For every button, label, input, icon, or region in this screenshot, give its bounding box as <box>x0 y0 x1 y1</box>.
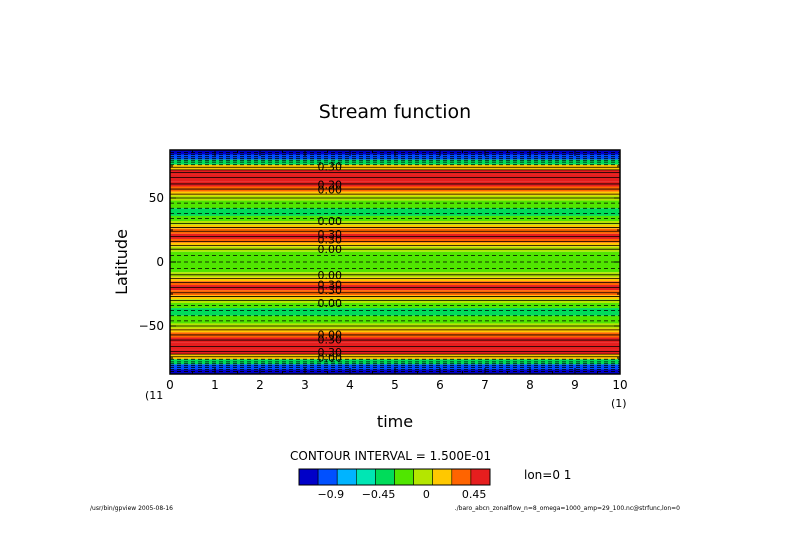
colorbar-frame <box>298 468 491 486</box>
x-tick-label: 1 <box>211 378 219 392</box>
colorbar-tick-label: −0.9 <box>317 488 344 501</box>
color-band <box>170 281 620 286</box>
contour-label: 0.30 <box>318 346 343 359</box>
y-tick-label: −50 <box>139 319 164 333</box>
x-tick-label: 8 <box>526 378 534 392</box>
x-tick-label: 6 <box>436 378 444 392</box>
colorbar-swatch <box>355 468 376 486</box>
contour-label: 0.30 <box>318 228 343 241</box>
x-axis-right-unit: (1) <box>611 397 627 410</box>
colorbar-tick-label: −0.45 <box>362 488 396 501</box>
color-band <box>170 174 620 182</box>
x-tick-label: 0 <box>166 378 174 392</box>
color-band <box>170 221 620 225</box>
x-axis-ticks: 0 1 2 3 4 5 6 7 8 9 10 <box>166 150 628 392</box>
colorbar-swatch <box>298 468 319 486</box>
color-band <box>170 154 620 160</box>
contour-label: 0.00 <box>318 243 343 256</box>
contour-labels: 0.300.300.000.000.300.300.000.000.300.30… <box>318 161 343 365</box>
colorbar-tick-label: 0 <box>423 488 430 501</box>
x-tick-label: 2 <box>256 378 264 392</box>
colorbar-swatch <box>451 468 472 486</box>
contour-label: 0.00 <box>318 215 343 228</box>
contour-label: 0.00 <box>318 328 343 341</box>
color-band <box>170 295 620 300</box>
contour-label: 0.30 <box>318 179 343 192</box>
x-axis-left-unit: (11 <box>145 389 163 402</box>
contour-label: 0.30 <box>318 333 343 346</box>
y-tick-label: 0 <box>156 255 164 269</box>
color-band <box>170 200 620 209</box>
contour-label: 0.30 <box>318 161 343 174</box>
y-axis-label: Latitude <box>112 229 131 295</box>
y-axis-ticks: 50 0 −50 <box>139 165 620 359</box>
x-axis-label: time <box>377 412 413 431</box>
color-band <box>170 328 620 333</box>
footer-left: /usr/bin/gpview 2005-08-16 <box>90 505 173 512</box>
color-band <box>170 224 620 229</box>
color-band <box>170 277 620 282</box>
colorbar-swatch <box>432 468 453 486</box>
x-tick-label: 4 <box>346 378 354 392</box>
colorbar-swatch <box>394 468 414 486</box>
color-band <box>170 191 620 196</box>
lon-text: lon=0 1 <box>524 468 571 482</box>
footer-right: ./baro_abcn_zonalflow_n=8_omega=1000_amp… <box>455 505 680 512</box>
colorbar-swatch <box>375 468 395 486</box>
colorbar-swatch <box>317 468 338 486</box>
contour-label: 0.00 <box>318 351 343 364</box>
colorbar <box>298 468 491 486</box>
x-tick-label: 5 <box>391 378 399 392</box>
x-tick-label: 9 <box>571 378 579 392</box>
x-tick-label: 10 <box>612 378 627 392</box>
contour-label: 0.00 <box>318 269 343 282</box>
color-band <box>170 342 620 350</box>
x-tick-label: 7 <box>481 378 489 392</box>
colorbar-swatch <box>336 468 357 486</box>
contour-label: 0.30 <box>318 234 343 247</box>
contour-label: 0.00 <box>318 297 343 310</box>
chart-title: Stream function <box>319 101 471 123</box>
colorbar-tick-label: 0.45 <box>462 488 487 501</box>
contour-label: 0.30 <box>318 284 343 297</box>
color-band <box>170 242 620 247</box>
contour-interval-text: CONTOUR INTERVAL = 1.500E-01 <box>290 449 491 463</box>
colorbar-swatch <box>470 468 491 486</box>
color-band <box>170 315 620 324</box>
color-band <box>170 364 620 370</box>
contour-label: 0.00 <box>318 184 343 197</box>
color-band <box>170 208 620 216</box>
y-tick-label: 50 <box>149 191 164 205</box>
plot-area: 0.300.300.000.000.300.300.000.000.300.30… <box>169 149 621 375</box>
color-band <box>170 308 620 316</box>
x-tick-label: 3 <box>301 378 309 392</box>
colorbar-swatch <box>413 468 434 486</box>
colorbar-tick-labels: −0.9 −0.45 0 0.45 <box>317 488 486 501</box>
contour-label: 0.30 <box>318 278 343 291</box>
contour-lines <box>170 152 620 372</box>
color-band <box>170 238 620 243</box>
color-band <box>170 299 620 303</box>
